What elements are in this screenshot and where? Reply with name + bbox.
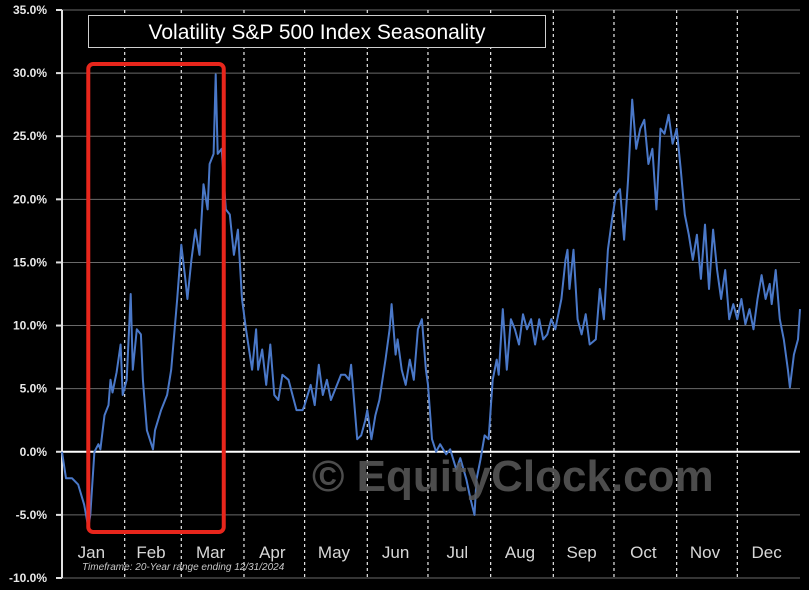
x-axis-ticks: Jan Feb Mar Apr May Jun Jul Aug Sep Oct Nov Dec <box>78 543 783 562</box>
x-tick-label: Apr <box>259 543 286 562</box>
x-tick-label: Jan <box>78 543 105 562</box>
vertical-gridlines <box>124 10 738 578</box>
y-tick-label: 30.0% <box>13 66 47 80</box>
x-tick-label: Aug <box>505 543 535 562</box>
x-tick-label: Jun <box>382 543 409 562</box>
y-tick-label: 0.0% <box>20 445 48 459</box>
y-tick-label: -10.0% <box>9 571 47 585</box>
y-tick-label: -5.0% <box>16 508 48 522</box>
chart-title: Volatility S&P 500 Index Seasonality <box>88 15 546 48</box>
y-tick-label: 20.0% <box>13 192 47 206</box>
x-tick-label: Sep <box>567 543 597 562</box>
timeframe-note: Timeframe: 20-Year range ending 12/31/20… <box>82 562 285 573</box>
y-axis-ticks: -10.0% -5.0% 0.0% 5.0% 10.0% 15.0% 20.0% 25.0% 3… <box>9 3 62 585</box>
watermark: © EquityClock.com <box>312 452 714 501</box>
x-tick-label: May <box>318 543 351 562</box>
x-tick-label: Feb <box>136 543 165 562</box>
x-tick-label: Dec <box>752 543 783 562</box>
highlight-rectangle <box>86 62 226 534</box>
y-tick-label: 10.0% <box>13 319 47 333</box>
y-tick-label: 5.0% <box>20 382 48 396</box>
x-tick-label: Mar <box>196 543 226 562</box>
x-tick-label: Jul <box>446 543 468 562</box>
x-tick-label: Nov <box>690 543 721 562</box>
watermark-text: EquityClock.com <box>356 452 714 501</box>
y-tick-label: 35.0% <box>13 3 47 17</box>
seasonality-line <box>61 73 801 529</box>
y-tick-label: 15.0% <box>13 255 47 269</box>
x-tick-label: Oct <box>630 543 657 562</box>
y-tick-label: 25.0% <box>13 129 47 143</box>
